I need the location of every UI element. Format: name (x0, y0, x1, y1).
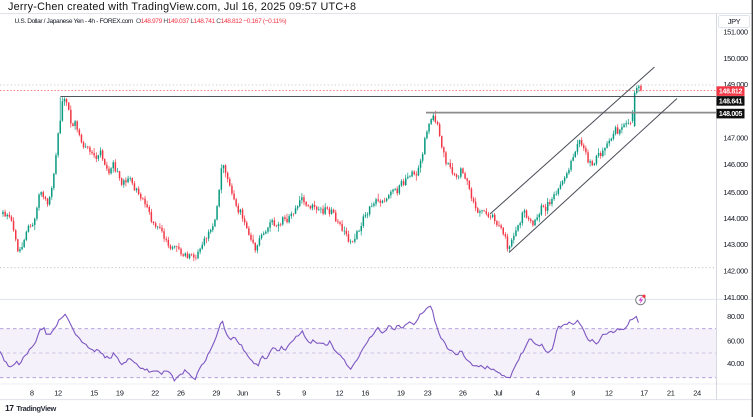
svg-text:19: 19 (397, 389, 405, 398)
svg-text:4: 4 (536, 389, 540, 398)
svg-text:148.812: 148.812 (719, 89, 743, 96)
svg-text:17: 17 (5, 403, 14, 413)
svg-text:141.000: 141.000 (723, 293, 748, 302)
svg-text:151.000: 151.000 (723, 27, 748, 36)
svg-text:8: 8 (30, 389, 34, 398)
svg-text:12: 12 (336, 389, 344, 398)
svg-text:80.00: 80.00 (727, 312, 744, 321)
svg-text:22: 22 (151, 389, 159, 398)
svg-text:146.000: 146.000 (723, 160, 748, 169)
svg-text:17: 17 (640, 389, 648, 398)
svg-text:26: 26 (459, 389, 467, 398)
svg-text:23: 23 (424, 389, 432, 398)
svg-text:60.00: 60.00 (727, 336, 744, 345)
svg-text:147.000: 147.000 (723, 134, 748, 143)
svg-text:148.005: 148.005 (719, 111, 743, 118)
svg-text:21: 21 (667, 389, 675, 398)
svg-text:12: 12 (605, 389, 613, 398)
svg-text:142.000: 142.000 (723, 266, 748, 275)
svg-text:Jun: Jun (237, 389, 248, 398)
svg-text:Jerry-Chen created with Tradin: Jerry-Chen created with TradingView.com,… (8, 1, 356, 13)
svg-text:9: 9 (571, 389, 575, 398)
svg-text:143.000: 143.000 (723, 240, 748, 249)
svg-text:150.000: 150.000 (723, 54, 748, 63)
svg-text:148.641: 148.641 (719, 98, 743, 105)
svg-text:JPY: JPY (728, 17, 741, 26)
svg-text:26: 26 (177, 389, 185, 398)
svg-text:29: 29 (212, 389, 220, 398)
svg-text:15: 15 (90, 389, 98, 398)
svg-text:9: 9 (302, 389, 306, 398)
svg-text:16: 16 (361, 389, 369, 398)
svg-text:Jul: Jul (494, 389, 503, 398)
svg-text:U.S. Dollar / Japanese Yen - 4: U.S. Dollar / Japanese Yen - 4h - FOREX.… (15, 18, 287, 25)
svg-text:149.000: 149.000 (723, 80, 748, 89)
svg-text:TradingView: TradingView (16, 404, 56, 413)
svg-text:12: 12 (54, 389, 62, 398)
svg-text:24: 24 (693, 389, 701, 398)
svg-text:144.000: 144.000 (723, 214, 748, 223)
svg-text:145.000: 145.000 (723, 188, 748, 197)
svg-text:40.00: 40.00 (727, 359, 744, 368)
svg-text:5: 5 (276, 389, 280, 398)
svg-text:19: 19 (116, 389, 124, 398)
